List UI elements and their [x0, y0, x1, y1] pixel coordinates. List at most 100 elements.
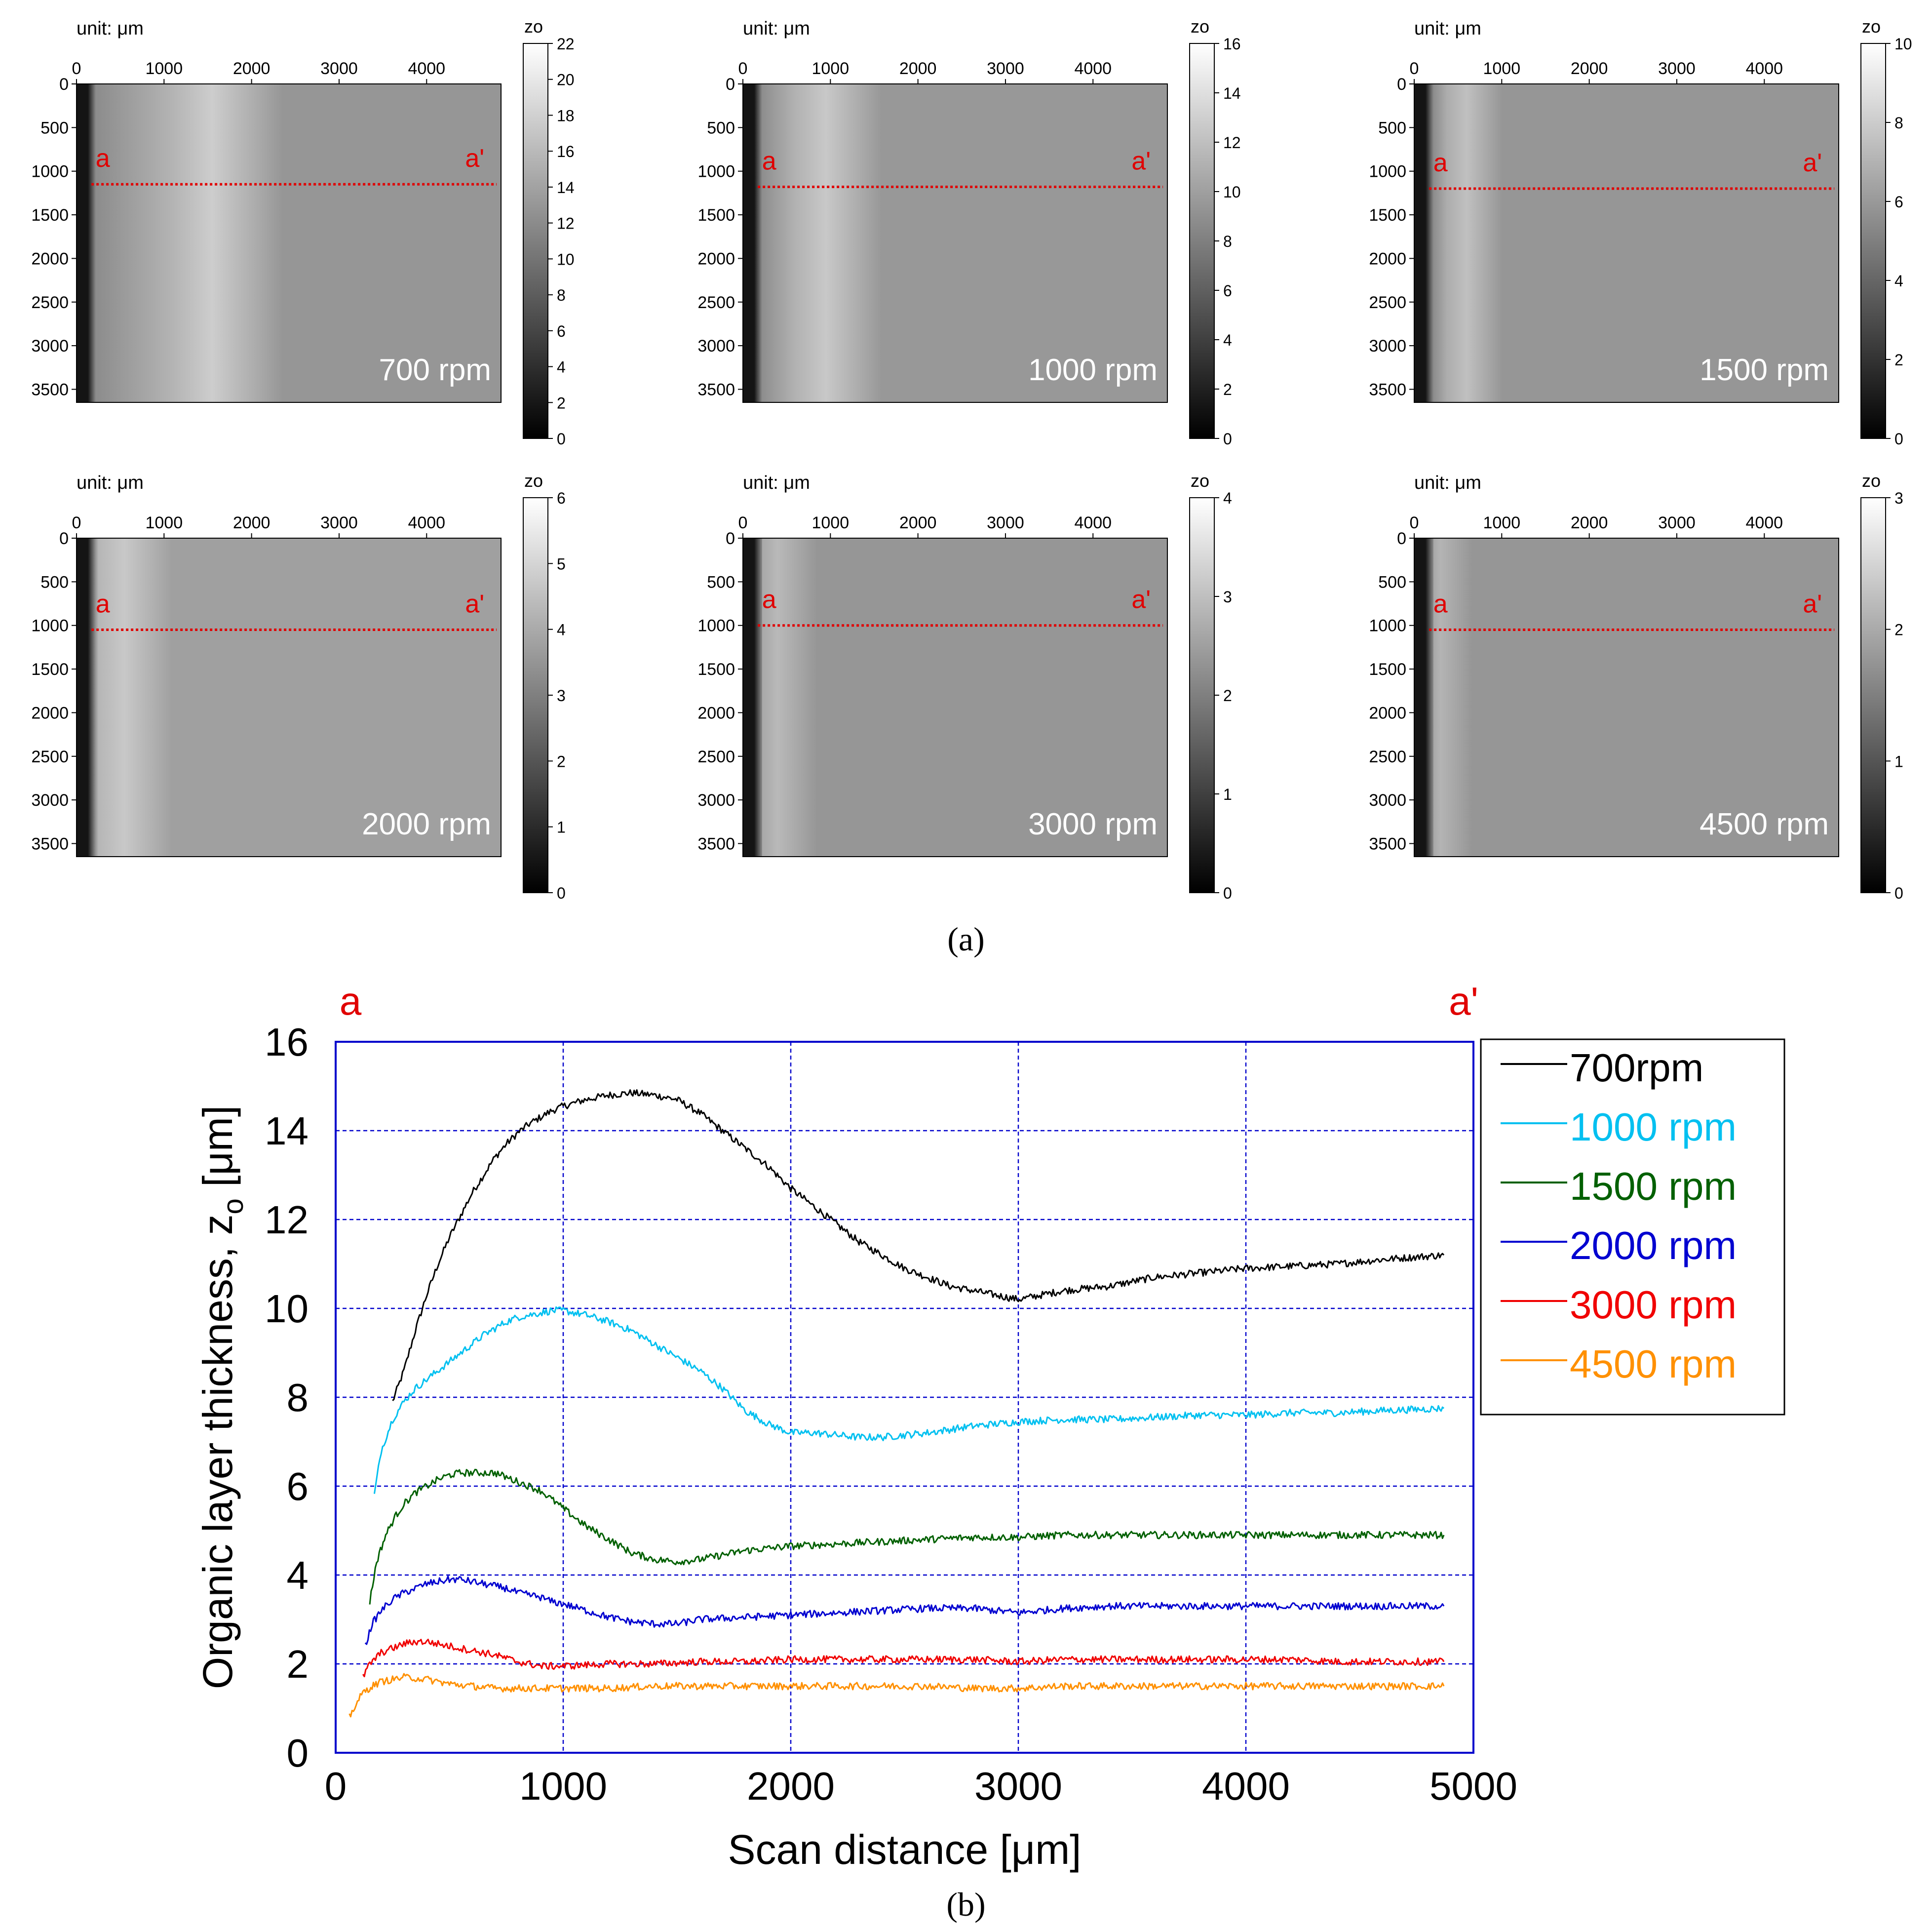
colorbar-tick-label: 3	[557, 687, 566, 705]
map-x-tick-label: 4000	[408, 513, 445, 532]
map-speed-label: 4500 rpm	[1700, 807, 1829, 841]
map-x-tick-label: 1000	[145, 513, 183, 532]
map-y-tick-label: 3000	[31, 337, 69, 355]
map-y-tick-label: 1000	[697, 162, 735, 181]
map-y-tick-label: 1000	[1369, 162, 1406, 181]
legend-box	[1480, 1038, 1785, 1416]
height-map-1: 0 1000 2000 3000 4000 0 500 1000 1500 2000 2500 300…	[31, 16, 574, 448]
map-y-tick-label: 500	[40, 573, 69, 591]
scan-line-end-label: a'	[1803, 590, 1822, 619]
map-x-tick-label: 4000	[1074, 59, 1112, 78]
colorbar-tick-label: 10	[1223, 183, 1241, 201]
series-line-2	[373, 1306, 1445, 1494]
map-unit-label: unit: μm	[1414, 18, 1481, 39]
map-speed-label: 2000 rpm	[362, 807, 491, 841]
map-y-tick-label: 3000	[1369, 791, 1406, 810]
map-x-tick-label: 2000	[1571, 59, 1608, 78]
height-map-3: 0 1000 2000 3000 4000 0 500 1000 1500 2000 2500 300…	[1369, 16, 1912, 448]
map-y-tick-label: 500	[707, 573, 735, 591]
map-y-tick-label: 1000	[31, 617, 69, 635]
map-y-tick-label: 3500	[31, 380, 69, 399]
map-y-tick-label: 2500	[697, 748, 735, 766]
map-x-tick-label: 3000	[1658, 59, 1696, 78]
map-y-tick-label: 1500	[1369, 206, 1406, 225]
map-x-tick-label: 1000	[145, 59, 183, 78]
scan-line-end-label: a'	[1131, 147, 1151, 176]
legend-entry: 3000 rpm	[1570, 1283, 1737, 1327]
legend-entry: 700rpm	[1570, 1046, 1703, 1090]
colorbar-tick-label: 2	[1223, 381, 1232, 398]
legend-entry: 1500 rpm	[1570, 1164, 1737, 1208]
x-tick-label: 5000	[1430, 1764, 1517, 1808]
map-y-tick-label: 0	[1397, 75, 1406, 94]
height-map-image	[742, 538, 1168, 857]
map-y-tick-label: 3500	[1369, 834, 1406, 853]
map-x-tick-label: 0	[1410, 59, 1419, 78]
map-x-tick-label: 1000	[811, 513, 849, 532]
scan-line-start-label: a	[1433, 590, 1448, 619]
map-y-tick-label: 0	[1397, 529, 1406, 548]
chart-end-label: a'	[1449, 979, 1478, 1023]
height-map-5: 0 1000 2000 3000 4000 0 500 1000 1500 2000 2500 300…	[697, 471, 1232, 902]
map-x-tick-label: 4000	[1745, 513, 1783, 532]
map-y-tick-label: 1500	[31, 206, 69, 225]
series-line-5	[362, 1639, 1445, 1678]
map-y-tick-label: 2500	[1369, 293, 1406, 312]
colorbar-tick-label: 4	[557, 621, 566, 639]
map-y-tick-label: 500	[1378, 118, 1406, 137]
map-y-tick-label: 500	[1378, 573, 1406, 591]
map-y-tick-label: 1000	[1369, 617, 1406, 635]
map-y-tick-label: 0	[726, 529, 735, 548]
map-x-tick-label: 0	[72, 513, 81, 532]
colorbar-tick-label: 8	[1223, 233, 1232, 250]
map-y-tick-label: 2000	[1369, 704, 1406, 722]
map-y-tick-label: 2000	[1369, 249, 1406, 268]
height-map-2: 0 1000 2000 3000 4000 0 500 1000 1500 2000 2500 300…	[697, 16, 1240, 448]
y-tick-label: 6	[287, 1464, 309, 1508]
panel-b-thickness-chart: 0 1000 2000 3000 4000 5000 0 2 4 6 8 10 12 14 16 Scan d…	[194, 979, 1785, 1873]
map-x-tick-label: 3000	[987, 59, 1024, 78]
x-tick-label: 2000	[747, 1764, 835, 1808]
series-line-6	[348, 1673, 1445, 1718]
map-x-tick-label: 3000	[987, 513, 1024, 532]
series-line-3	[369, 1468, 1445, 1605]
map-y-tick-label: 3500	[31, 834, 69, 853]
map-y-tick-label: 3500	[697, 834, 735, 853]
colorbar-tick-label: 4	[1223, 331, 1232, 349]
map-speed-label: 1000 rpm	[1028, 353, 1158, 387]
height-map-4: 0 1000 2000 3000 4000 0 500 1000 1500 2000 2500 300…	[31, 471, 565, 902]
x-tick-label: 3000	[974, 1764, 1062, 1808]
scan-line-start-label: a	[762, 147, 776, 176]
map-x-tick-label: 1000	[1483, 513, 1520, 532]
x-tick-label: 4000	[1202, 1764, 1290, 1808]
height-map-image	[76, 538, 502, 857]
colorbar-tick-label: 2	[1894, 351, 1903, 369]
map-y-tick-label: 2000	[31, 704, 69, 722]
colorbar-tick-label: 0	[1223, 884, 1232, 902]
map-unit-label: unit: μm	[77, 18, 144, 39]
colorbar-tick-label: 12	[1223, 134, 1241, 152]
scan-line-start-label: a	[96, 144, 110, 173]
chart-start-label: a	[340, 979, 362, 1023]
colorbar-tick-label: 12	[557, 215, 575, 233]
map-x-tick-label: 4000	[1745, 59, 1783, 78]
colorbar-tick-label: 14	[1223, 84, 1241, 102]
map-y-tick-label: 0	[59, 529, 69, 548]
scan-line-start-label: a	[762, 586, 776, 614]
scan-line-start-label: a	[96, 590, 110, 619]
scan-line-end-label: a'	[465, 144, 484, 173]
colorbar-label: zo	[1862, 16, 1881, 37]
map-x-tick-label: 1000	[1483, 59, 1520, 78]
x-axis-label: Scan distance [μm]	[728, 1826, 1081, 1873]
colorbar-label: zo	[524, 16, 543, 37]
colorbar-tick-label: 0	[1223, 430, 1232, 448]
map-y-tick-label: 3500	[697, 380, 735, 399]
caption-a: (a)	[947, 920, 984, 958]
colorbar-tick-label: 4	[557, 358, 566, 376]
height-map-image	[76, 83, 502, 403]
y-tick-label: 12	[265, 1198, 309, 1242]
map-y-tick-label: 1000	[697, 617, 735, 635]
map-x-tick-label: 1000	[811, 59, 849, 78]
colorbar	[1189, 497, 1215, 893]
colorbar-tick-label: 2	[557, 752, 566, 770]
